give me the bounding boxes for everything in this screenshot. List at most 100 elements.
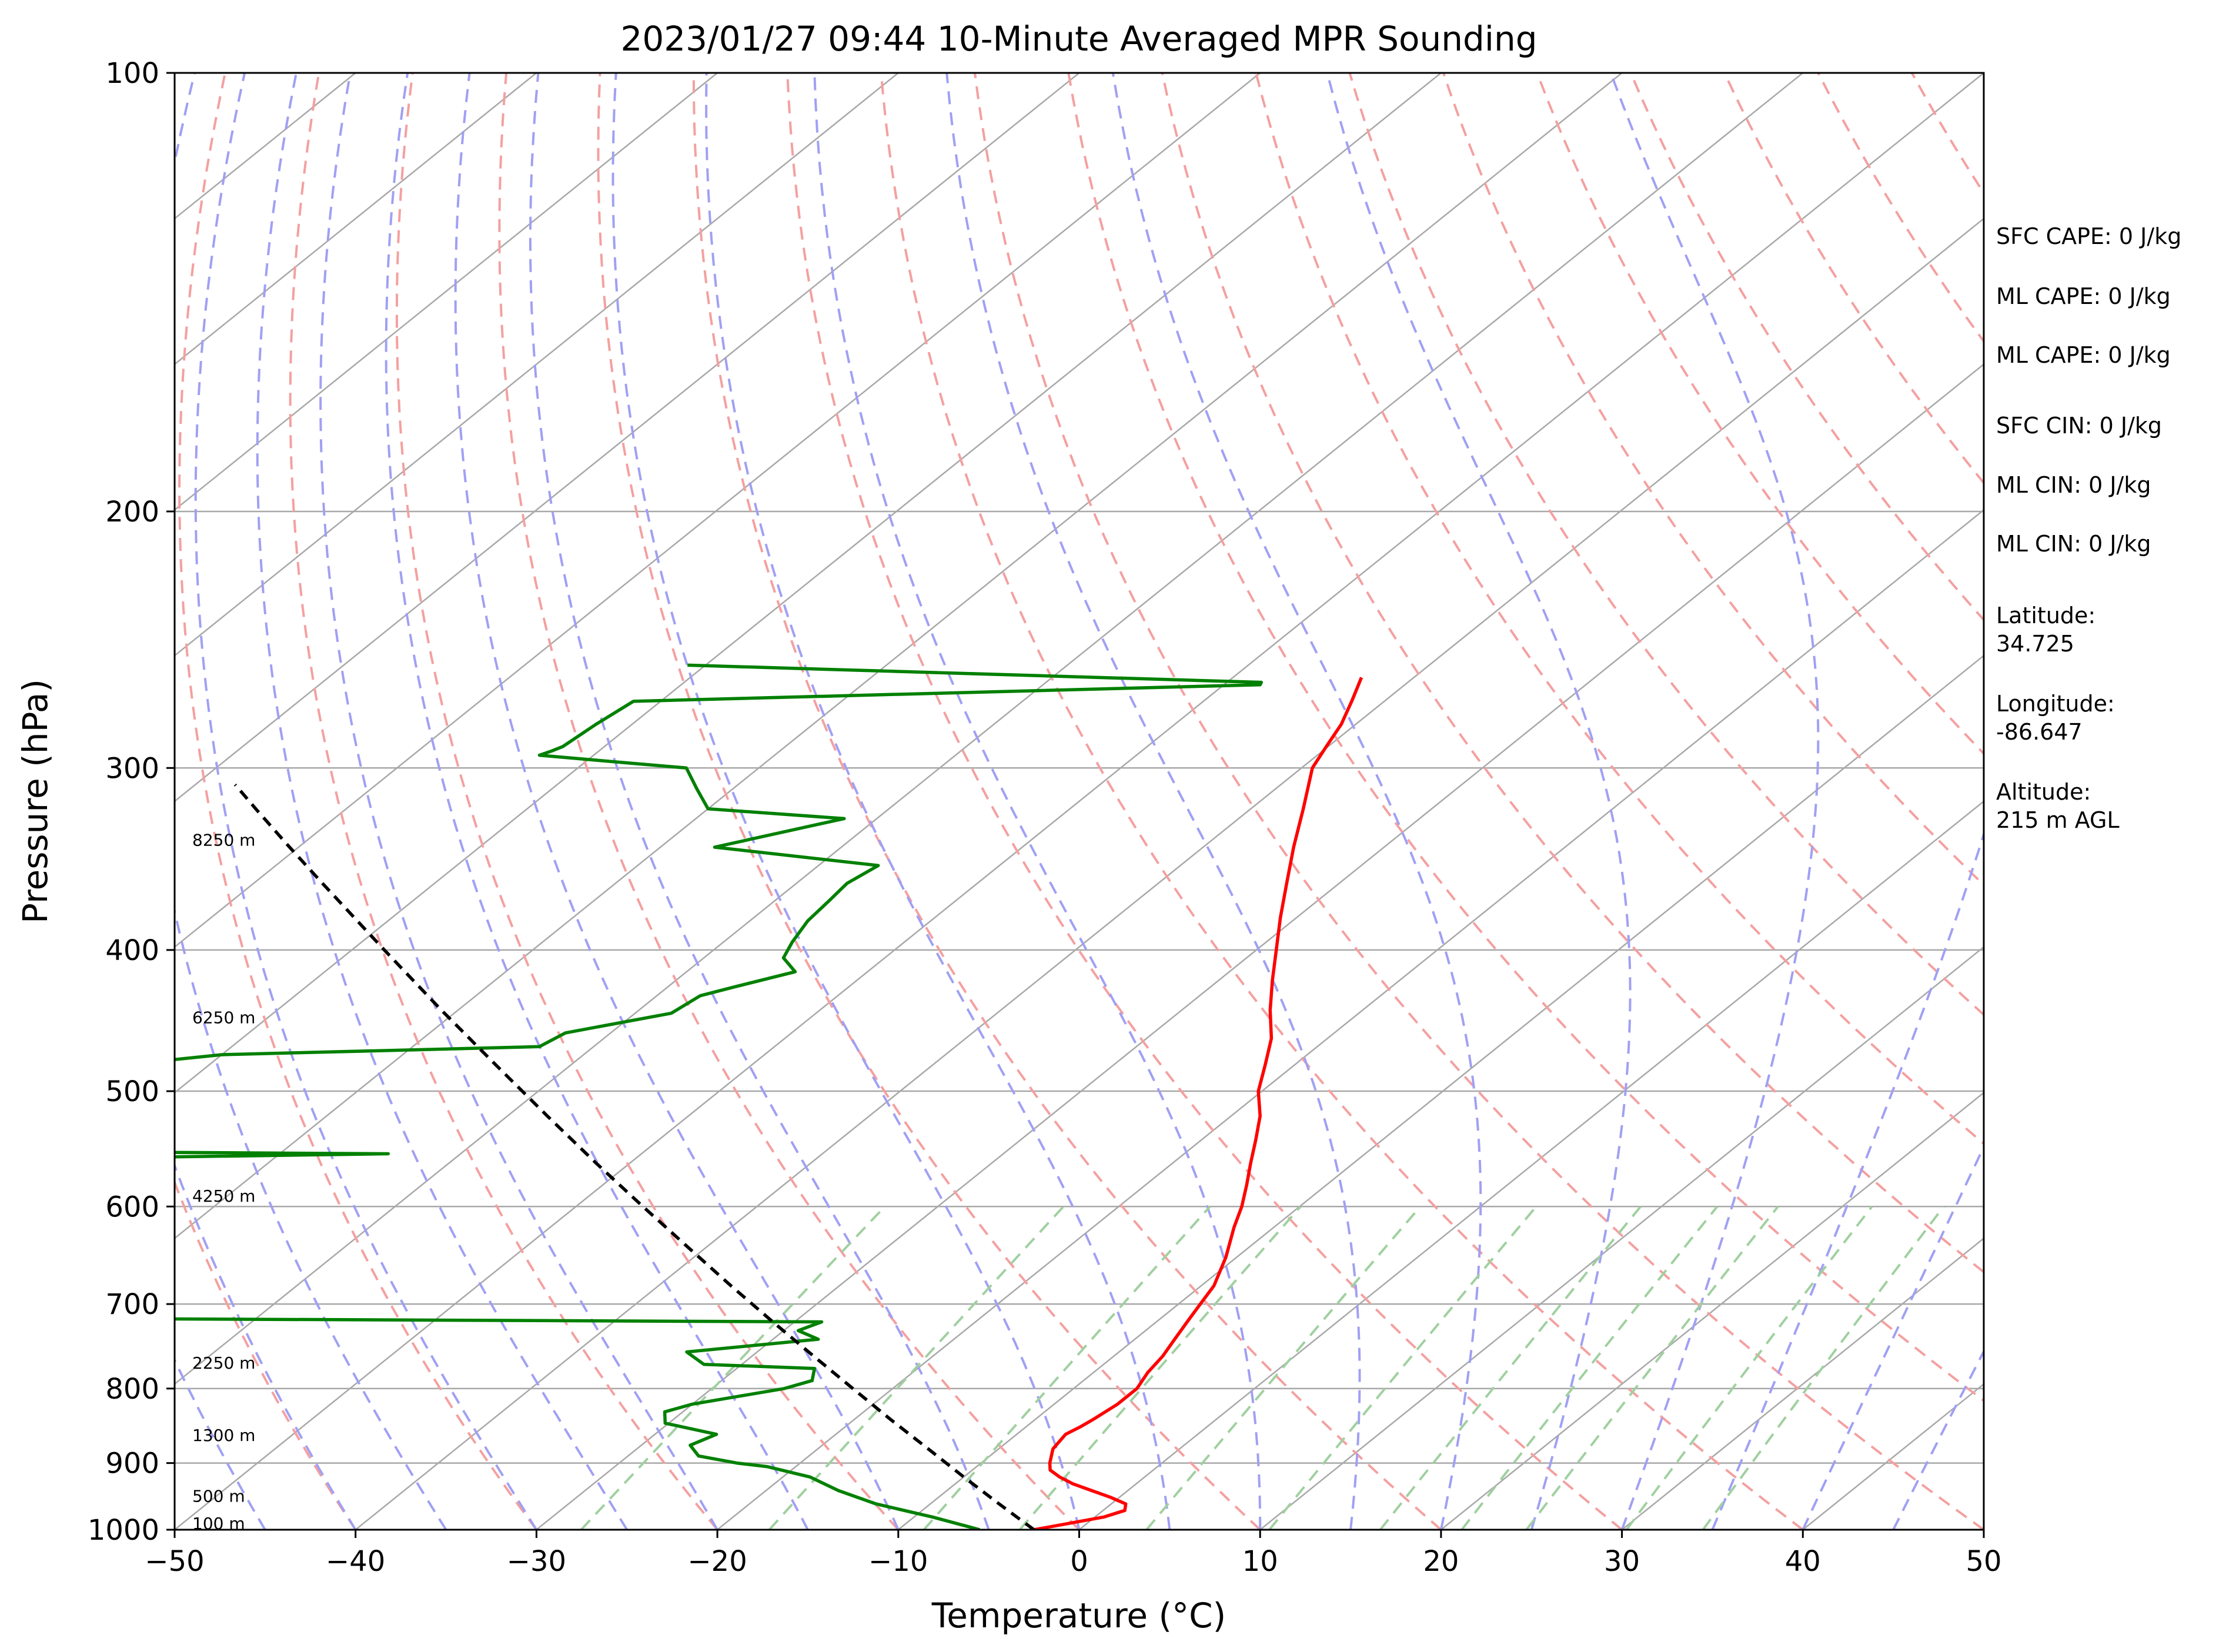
moist-adiabat [529, 73, 990, 1530]
x-tick-label: 30 [1604, 1545, 1640, 1578]
moist-adiabat [319, 73, 718, 1530]
isotherm-line [175, 73, 1984, 1530]
moist-adiabat [705, 73, 1171, 1530]
dry-adiabat-lines [175, 73, 1984, 1530]
dry-adiabat [880, 73, 1804, 1530]
altitude-label: Altitude: [1996, 779, 2091, 805]
isotherm-line [175, 73, 537, 366]
x-axis-ticks: −50 −40 −30 −20 −10 0 10 20 30 40 50 [145, 1530, 2002, 1578]
dry-adiabat [786, 73, 1623, 1530]
moist-adiabat [454, 73, 900, 1530]
mixing-ratio-line [1018, 1205, 1302, 1530]
x-tick-label: 40 [1785, 1545, 1821, 1578]
dry-adiabat [175, 1179, 357, 1530]
y-tick-label: 900 [105, 1447, 159, 1480]
moist-adiabat [256, 73, 629, 1530]
isotherm-line [175, 73, 1442, 1094]
mixing-ratio-line [1460, 1206, 1719, 1530]
y-tick-label: 100 [105, 57, 159, 90]
y-tick-label: 700 [105, 1288, 159, 1321]
moist-adiabat [194, 73, 538, 1530]
isotherm-line [175, 73, 1261, 948]
y-tick-label: 300 [105, 752, 159, 785]
x-tick-label: −30 [507, 1545, 566, 1578]
chart-title: 2023/01/27 09:44 10-Minute Averaged MPR … [620, 19, 1537, 59]
x-tick-label: −50 [145, 1545, 204, 1578]
isotherm-line [536, 363, 1984, 1530]
mixing-ratio-line [1525, 1206, 1779, 1530]
dry-adiabat [1629, 73, 1984, 622]
dry-adiabat [1067, 73, 1984, 1402]
x-tick-label: 10 [1242, 1545, 1278, 1578]
sounding-traces [175, 663, 1363, 1530]
ml-cin-text: ML CIN: 0 J/kg [1996, 472, 2151, 498]
longitude-label: Longitude: [1996, 691, 2115, 717]
moist-adiabat [1801, 1144, 1984, 1530]
moist-adiabat [175, 1357, 266, 1530]
dry-adiabat [395, 73, 900, 1530]
isotherm-line [1621, 1237, 1984, 1530]
sfc-cin-text: SFC CIN: 0 J/kg [1996, 413, 2162, 439]
sounding-info-panel: SFC CAPE: 0 J/kg ML CAPE: 0 J/kg ML CAPE… [1996, 223, 2181, 833]
y-tick-label: 1000 [88, 1514, 159, 1547]
y-tick-label: 400 [105, 934, 159, 967]
latitude-label: Latitude: [1996, 603, 2095, 628]
height-label: 6250 m [192, 1008, 255, 1028]
dewpoint-trace [175, 663, 1264, 1530]
y-tick-label: 800 [105, 1373, 159, 1406]
altitude-value: 215 m AGL [1996, 807, 2120, 833]
background-lines [175, 73, 1984, 1530]
x-tick-label: 0 [1070, 1545, 1088, 1578]
isotherm-line [1440, 1091, 1984, 1530]
mixing-ratio-lines [580, 1205, 1945, 1530]
x-axis-title: Temperature (°C) [931, 1596, 1226, 1636]
ml-cape-text-2: ML CAPE: 0 J/kg [1996, 342, 2171, 368]
dry-adiabat [1536, 73, 1984, 755]
isotherm-line [355, 218, 1984, 1530]
mixing-ratio-line [1145, 1205, 1422, 1530]
mixing-ratio-line [1702, 1206, 1945, 1530]
moist-adiabat [1326, 73, 1632, 1530]
x-tick-label: −10 [868, 1545, 928, 1578]
dry-adiabat [1161, 73, 1984, 1274]
mixing-ratio-line [1268, 1206, 1538, 1530]
y-axis-title: Pressure (hPa) [15, 679, 55, 924]
mixing-ratio-line [768, 1205, 1065, 1530]
longitude-value: -86.647 [1996, 719, 2083, 745]
moist-adiabat [1111, 73, 1482, 1530]
height-label: 2250 m [192, 1353, 255, 1373]
moist-adiabat [611, 73, 1081, 1530]
mixing-ratio-line [1379, 1206, 1642, 1530]
dry-adiabat [974, 73, 1984, 1530]
y-axis-ticks: 1000 900 800 700 600 500 400 300 200 100 [88, 57, 175, 1547]
x-tick-label: −20 [687, 1545, 747, 1578]
moist-adiabat [385, 73, 809, 1530]
latitude-value: 34.725 [1996, 631, 2074, 657]
dry-adiabat [692, 73, 1442, 1530]
moist-adiabat [1892, 1349, 1984, 1530]
isotherm-line [1259, 946, 1984, 1530]
isotherm-line [175, 73, 1623, 1240]
mixing-ratio-line [923, 1205, 1211, 1530]
y-tick-label: 500 [105, 1075, 159, 1108]
isotherm-line [175, 73, 1080, 802]
mixing-ratio-line [1625, 1206, 1873, 1530]
moist-adiabat [1711, 73, 1984, 1530]
height-label: 8250 m [192, 830, 255, 850]
isotherm-line [175, 73, 718, 511]
height-label: 500 m [192, 1487, 245, 1506]
x-tick-label: 50 [1966, 1545, 2001, 1578]
moist-adiabat [813, 73, 1262, 1530]
moist-adiabat-lines [175, 73, 1984, 1530]
ml-cape-text: ML CAPE: 0 J/kg [1996, 283, 2171, 309]
dry-adiabat [1255, 73, 1984, 1145]
isotherm-line [175, 73, 1804, 1385]
isotherm-line [1078, 800, 1984, 1530]
dry-adiabat [1442, 73, 1984, 887]
isotherm-grid [175, 73, 1984, 1530]
ml-cin-text-2: ML CIN: 0 J/kg [1996, 531, 2151, 557]
x-tick-label: −40 [326, 1545, 385, 1578]
mixing-ratio-line [580, 1205, 886, 1530]
isotherm-line [898, 654, 1984, 1530]
